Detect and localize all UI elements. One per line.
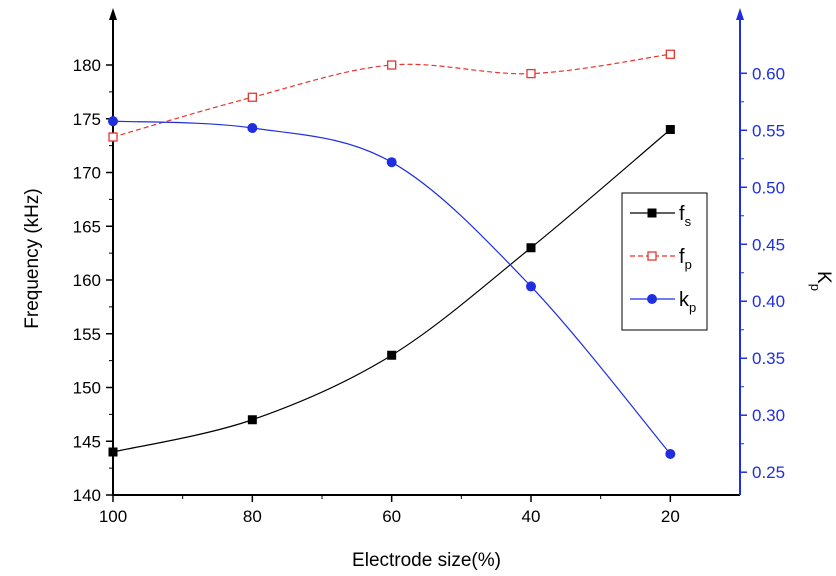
series-k-p (108, 116, 676, 459)
series-f-s-point (387, 350, 397, 360)
legend-entry-f-p-marker (647, 251, 657, 261)
axes: 100 80 60 40 20 140 145 150 155 160 165 170 175 180 0.… (22, 8, 834, 571)
y-right-tick-label: 0.45 (752, 235, 785, 254)
right-axis-arrow (736, 8, 744, 20)
y-right-tick-label: 0.35 (752, 349, 785, 368)
legend: fs fp kp (621, 192, 708, 331)
series-f-p-point (526, 68, 536, 79)
left-axis-arrow (109, 8, 117, 20)
legend-entry-f-p: fp (630, 246, 692, 272)
series-f-p-point (665, 49, 675, 59)
y-left-tick-label: 145 (73, 432, 101, 451)
y-left-axis-title: Frequency (kHz) (22, 188, 43, 328)
series-f-s (108, 125, 675, 457)
legend-entry-f-p-label: fp (679, 246, 692, 272)
y-right-tick-label: 0.40 (752, 292, 785, 311)
legend-entry-k-p-marker (647, 294, 657, 304)
series-f-p-point (108, 132, 118, 142)
legend-box (621, 192, 708, 331)
series-k-p-point (665, 448, 676, 459)
legend-entry-f-s-marker (647, 208, 657, 218)
y-left-tick-label: 180 (73, 56, 101, 75)
y-left-tick-label: 165 (73, 217, 101, 236)
y-left-tick-label: 140 (73, 486, 101, 505)
x-tick-label: 80 (243, 507, 262, 526)
y-right-tick-label: 0.55 (752, 121, 785, 140)
y-right-tick-label: 0.50 (752, 178, 785, 197)
legend-entry-f-s-label: fs (679, 203, 692, 229)
legend-entry-k-p-label: kp (679, 289, 696, 315)
series-f-s-point (526, 243, 536, 253)
x-axis-title: Electrode size(%) (352, 550, 501, 571)
x-tick-label: 20 (661, 507, 680, 526)
y-right-axis-title: Kp (808, 271, 834, 291)
x-tick-label: 40 (522, 507, 541, 526)
series-f-s-point (247, 415, 257, 425)
legend-entry-f-s: fs (630, 203, 692, 229)
y-right-tick-label: 0.30 (752, 406, 785, 425)
series-f-p-point (247, 92, 257, 102)
series-k-p-point (526, 281, 536, 292)
y-left-tick-label: 160 (73, 271, 101, 290)
y-right-tick-label: 0.25 (752, 463, 785, 482)
series-layer (108, 49, 676, 459)
series-f-s-line (112, 129, 671, 453)
series-f-s-point (108, 447, 118, 457)
series-k-p-point (108, 116, 118, 127)
series-k-p-point (386, 157, 397, 168)
series-k-p-point (247, 122, 258, 133)
x-tick-label: 100 (99, 507, 127, 526)
series-f-p-point (387, 60, 397, 70)
series-f-s-point (665, 125, 675, 134)
y-left-tick-label: 170 (73, 164, 101, 183)
y-left-tick-label: 155 (73, 325, 101, 344)
y-right-tick-label: 0.60 (752, 64, 785, 83)
y-left-tick-label: 150 (73, 379, 101, 398)
legend-entry-k-p: kp (630, 289, 696, 315)
series-f-p (108, 49, 675, 142)
series-k-p-line (112, 120, 671, 455)
x-tick-label: 60 (382, 507, 401, 526)
y-left-tick-label: 175 (73, 110, 101, 129)
